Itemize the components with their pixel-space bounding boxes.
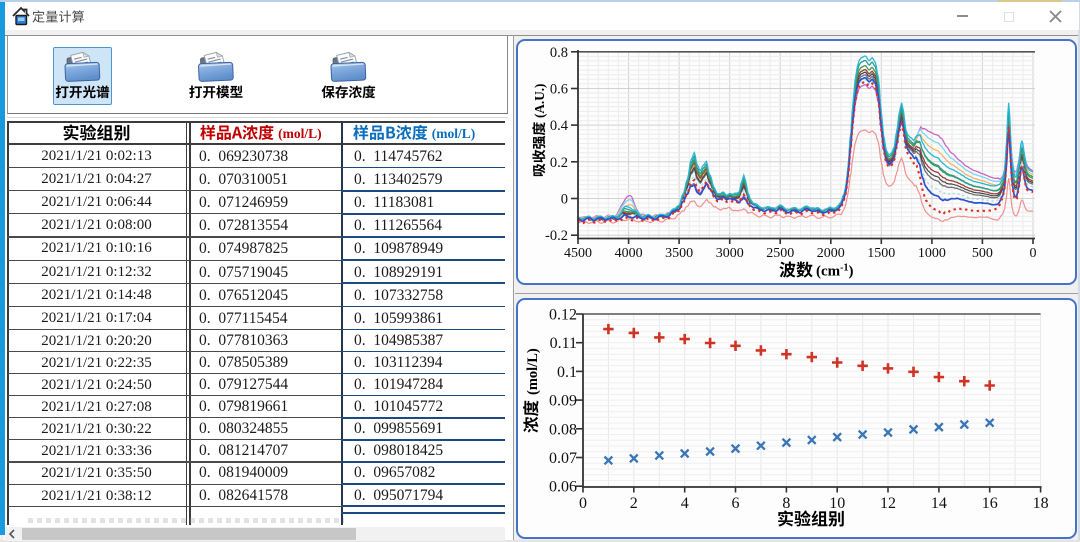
- svg-text:0.2: 0.2: [550, 155, 568, 171]
- svg-text:2000: 2000: [817, 246, 845, 261]
- svg-text:2500: 2500: [766, 246, 794, 261]
- svg-text:(cm-1): (cm-1): [816, 263, 854, 280]
- svg-text:(mol/L): (mol/L): [278, 126, 322, 141]
- svg-text:0.07: 0.07: [549, 450, 577, 467]
- svg-text:16: 16: [982, 495, 998, 512]
- svg-text:0.11: 0.11: [550, 335, 577, 352]
- svg-text:0.09: 0.09: [549, 393, 577, 410]
- svg-text:(A.U.): (A.U.): [532, 84, 547, 118]
- svg-text:12: 12: [880, 495, 896, 512]
- svg-text:0.12: 0.12: [549, 307, 577, 324]
- svg-text:(mol/L): (mol/L): [525, 348, 541, 395]
- svg-text:4: 4: [681, 495, 689, 512]
- svg-text:0: 0: [579, 495, 587, 512]
- svg-text:3000: 3000: [716, 246, 744, 261]
- svg-text:18: 18: [1033, 495, 1049, 512]
- svg-text:0.08: 0.08: [549, 421, 577, 438]
- svg-text:0.4: 0.4: [550, 118, 569, 134]
- svg-text:0: 0: [561, 192, 568, 208]
- svg-text:0.6: 0.6: [550, 82, 568, 98]
- svg-text:8: 8: [782, 495, 790, 512]
- svg-text:6: 6: [732, 495, 740, 512]
- svg-text:14: 14: [931, 495, 947, 512]
- svg-text:10: 10: [829, 495, 845, 512]
- svg-text:-0.2: -0.2: [545, 228, 568, 244]
- svg-text:1000: 1000: [918, 246, 946, 261]
- svg-text:0.1: 0.1: [557, 364, 577, 381]
- svg-text:3500: 3500: [665, 246, 693, 261]
- svg-text:1500: 1500: [867, 246, 895, 261]
- svg-text:2: 2: [630, 495, 638, 512]
- svg-text:(mol/L): (mol/L): [432, 126, 476, 141]
- svg-text:0.8: 0.8: [550, 45, 568, 61]
- svg-text:4500: 4500: [564, 246, 592, 261]
- svg-text:4000: 4000: [615, 246, 643, 261]
- svg-text:0.06: 0.06: [549, 479, 577, 496]
- svg-text:0: 0: [1030, 246, 1037, 261]
- svg-text:500: 500: [972, 246, 993, 261]
